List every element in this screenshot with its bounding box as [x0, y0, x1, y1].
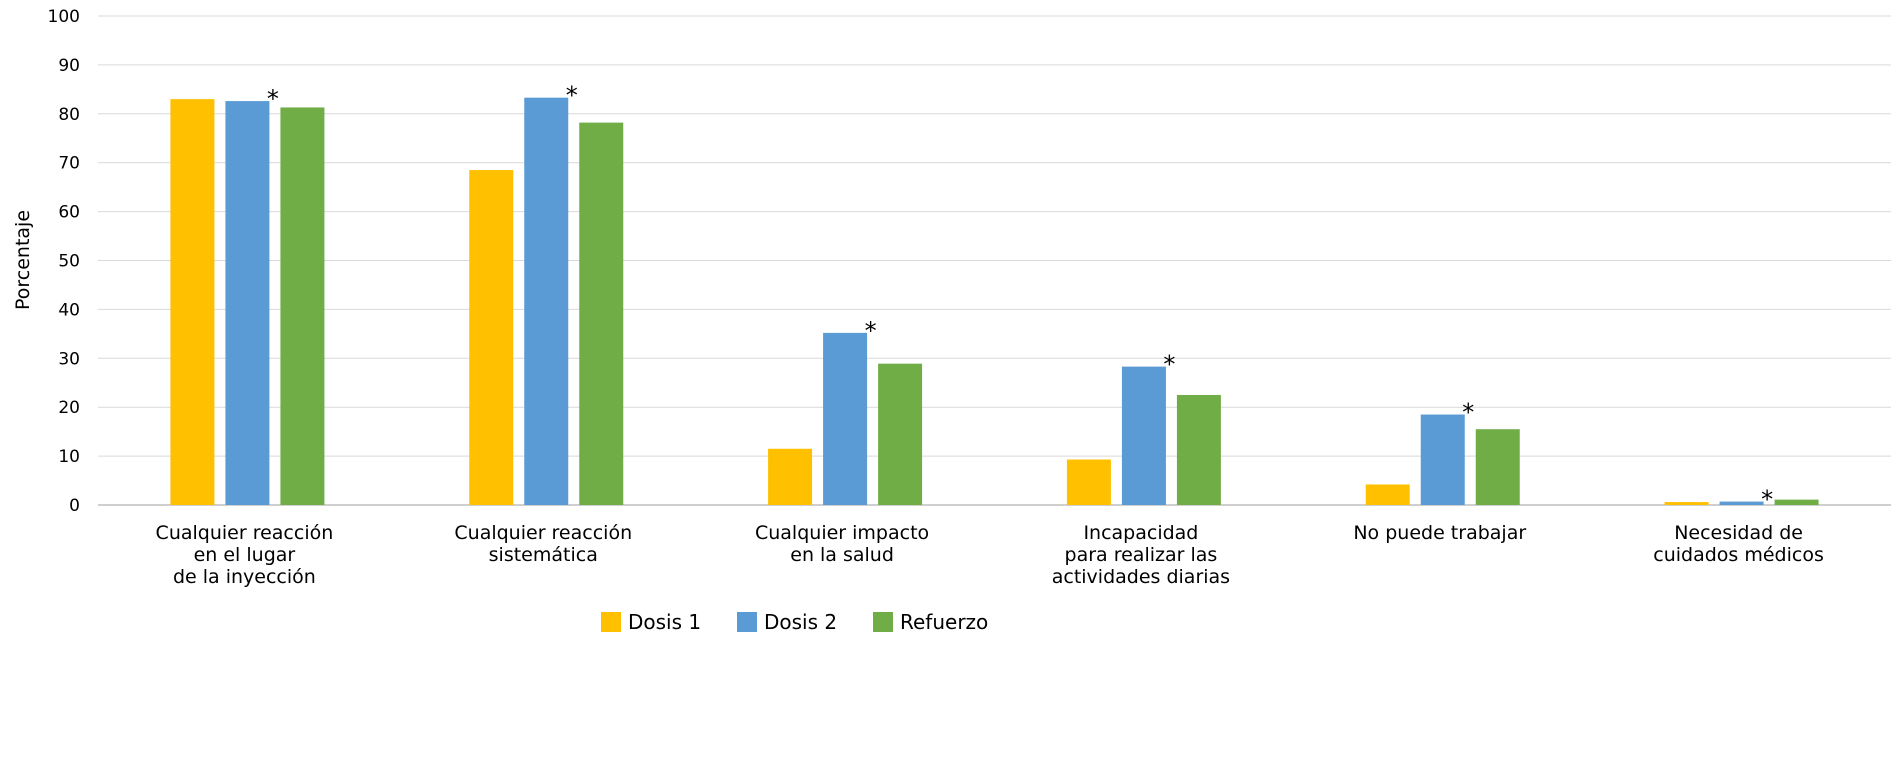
significance-asterisk: * — [1761, 486, 1773, 514]
bar-dosis-1 — [1664, 502, 1709, 505]
y-tick-label: 100 — [48, 7, 80, 27]
bar-refuerzo — [1774, 499, 1819, 505]
x-category-label: Cualquier reacción — [156, 522, 334, 544]
legend-label: Dosis 2 — [764, 610, 837, 634]
y-tick-label: 20 — [58, 398, 80, 418]
significance-asterisk: * — [1462, 399, 1474, 427]
gridlines — [98, 15, 1891, 506]
x-category-label: Necesidad de — [1674, 522, 1803, 544]
significance-asterisk: * — [1163, 351, 1175, 379]
y-tick-label: 0 — [69, 496, 80, 516]
x-category-label: cuidados médicos — [1653, 544, 1824, 566]
y-tick-label: 10 — [58, 447, 80, 467]
x-category-label: Cualquier reacción — [454, 522, 632, 544]
legend-swatch — [601, 612, 621, 632]
bar-dosis-1 — [170, 99, 215, 505]
y-tick-label: 50 — [58, 252, 80, 272]
bar-dosis-1 — [768, 448, 813, 505]
y-tick-label: 60 — [58, 203, 80, 223]
x-category-label: Cualquier impacto — [755, 522, 929, 544]
bar-refuerzo — [878, 363, 923, 505]
significance-asterisk: * — [566, 82, 578, 110]
bar-dosis-2 — [225, 101, 270, 505]
x-category-label: de la inyección — [173, 566, 316, 588]
bar-dosis-1 — [469, 170, 514, 505]
x-category-label: en el lugar — [194, 544, 296, 566]
annotations: * * * * * * — [267, 82, 1773, 514]
y-axis-ticks: 0 10 20 30 40 50 60 70 80 90 100 — [48, 7, 80, 516]
x-category-label: sistemática — [489, 544, 598, 566]
bar-dosis-2 — [1420, 414, 1465, 505]
bar-refuerzo — [1475, 429, 1520, 505]
legend: Dosis 1 Dosis 2 Refuerzo — [601, 610, 988, 634]
y-tick-label: 40 — [58, 300, 80, 320]
bar-dosis-2 — [1719, 501, 1764, 505]
y-axis-title: Porcentaje — [12, 210, 34, 310]
bar-refuerzo — [1176, 394, 1221, 505]
y-tick-label: 80 — [58, 105, 80, 125]
legend-swatch — [737, 612, 757, 632]
x-category-label: No puede trabajar — [1353, 522, 1526, 544]
x-category-label: para realizar las — [1065, 544, 1218, 566]
bar-dosis-1 — [1365, 484, 1410, 505]
x-category-label: en la salud — [790, 544, 894, 566]
y-tick-label: 30 — [58, 349, 80, 369]
legend-label: Refuerzo — [900, 610, 988, 634]
bar-dosis-2 — [524, 97, 569, 506]
significance-asterisk: * — [267, 85, 279, 113]
y-tick-label: 70 — [58, 154, 80, 174]
bar-refuerzo — [280, 107, 325, 506]
bar-dosis-1 — [1066, 459, 1111, 505]
y-tick-label: 90 — [58, 56, 80, 76]
x-category-label: Incapacidad — [1083, 522, 1198, 544]
bar-refuerzo — [579, 122, 624, 506]
x-category-label: actividades diarias — [1052, 566, 1230, 588]
bar-dosis-2 — [823, 332, 868, 505]
legend-swatch — [873, 612, 893, 632]
bar-dosis-2 — [1121, 366, 1166, 505]
significance-asterisk: * — [865, 317, 877, 345]
bars — [170, 97, 1819, 506]
legend-label: Dosis 1 — [628, 610, 701, 634]
